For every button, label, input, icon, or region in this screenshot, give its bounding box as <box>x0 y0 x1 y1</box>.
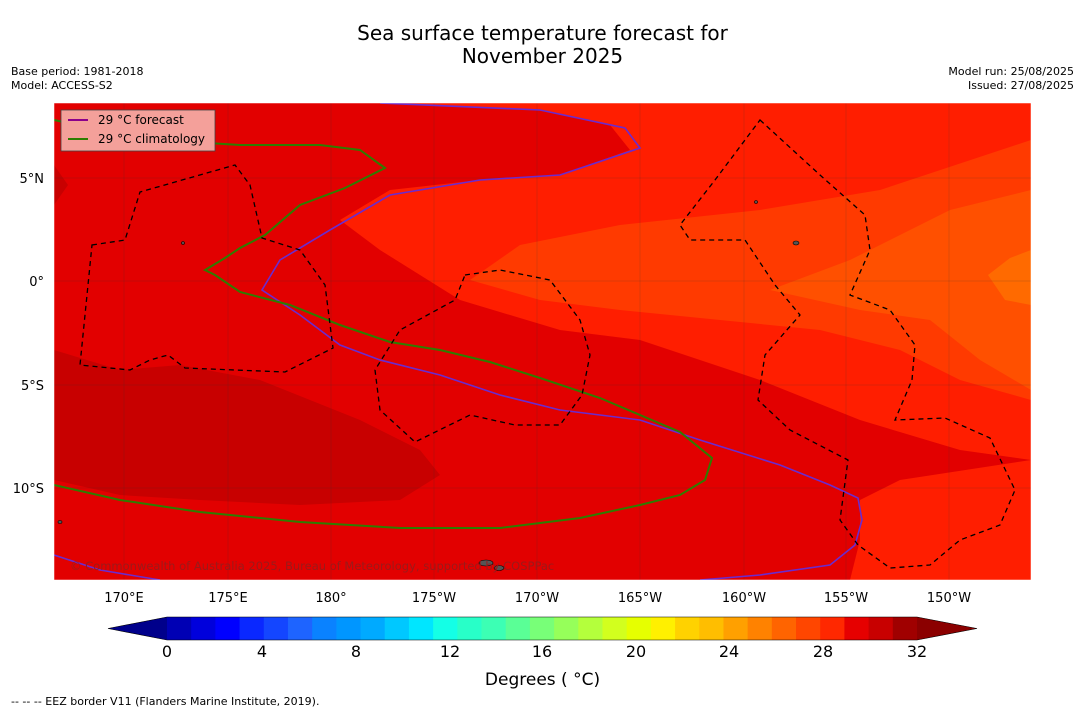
legend-climatology-label: 29 °C climatology <box>98 132 205 146</box>
lon-label: 175°W <box>412 591 456 606</box>
colorbar-segment <box>723 617 749 640</box>
lat-labels: 5°N 0° 5°S 10°S <box>13 172 44 497</box>
chart-title: Sea surface temperature forecast for Nov… <box>0 22 1085 68</box>
sst-band-30 <box>54 350 440 505</box>
colorbar-segment <box>433 617 458 640</box>
model-name: Model: ACCESS-S2 <box>11 79 113 92</box>
issued-date: Issued: 27/08/2025 <box>967 79 1074 92</box>
colorbar-tick: 4 <box>256 642 268 661</box>
colorbar-segment <box>602 617 628 640</box>
colorbar-tick: 16 <box>531 642 553 661</box>
colorbar-segment <box>868 617 894 640</box>
colorbar-segment <box>312 617 337 640</box>
colorbar-tick: 8 <box>350 642 362 661</box>
lon-label: 150°W <box>927 591 971 606</box>
lat-label: 0° <box>29 275 44 290</box>
colorbar-tick: 12 <box>439 642 461 661</box>
colorbar-segment <box>892 617 918 640</box>
colorbar-segment <box>747 617 773 640</box>
colorbar-segment <box>771 617 797 640</box>
colorbar-segment <box>796 617 821 640</box>
legend-box <box>60 109 216 152</box>
colorbar-segment <box>360 617 386 640</box>
colorbar-segment <box>384 617 410 640</box>
colorbar-segment <box>457 617 483 640</box>
lon-labels: 170°E 175°E 180° 175°W 170°W 165°W 160°W… <box>104 591 971 606</box>
climatology-29-contour <box>54 119 714 529</box>
lon-label: 175°E <box>208 591 248 606</box>
colorbar-tick: 24 <box>718 642 740 661</box>
colorbar-tick: 32 <box>906 642 928 661</box>
colorbar-segment <box>578 617 603 640</box>
colorbar-segment <box>336 617 362 640</box>
meta-right: Model run: 25/08/2025 Issued: 27/08/2025 <box>948 65 1074 93</box>
colorbar-segment <box>650 617 676 640</box>
sst-band-30b <box>54 165 68 205</box>
sst-band-28c <box>850 460 1031 580</box>
colorbar-segment <box>263 617 289 640</box>
model-run: Model run: 25/08/2025 <box>948 65 1074 78</box>
colorbar-segment <box>408 617 434 640</box>
colorbar-outline <box>107 616 978 641</box>
colorbar-extend-low <box>108 617 167 640</box>
colorbar-segment <box>626 617 652 640</box>
sst-band-26 <box>988 250 1031 305</box>
lat-label: 5°S <box>21 379 44 394</box>
colorbar-title: Degrees ( °C) <box>484 670 601 690</box>
graticule <box>54 103 1031 580</box>
lon-label: 155°W <box>824 591 868 606</box>
colorbar-tick: 0 <box>161 642 173 661</box>
copyright-notice: © Commonwealth of Australia 2025, Bureau… <box>70 559 554 573</box>
eez-borders <box>79 119 1016 569</box>
colorbar-segment <box>505 617 531 640</box>
legend-forecast-label: 29 °C forecast <box>98 113 184 127</box>
lon-label: 170°E <box>104 591 144 606</box>
colorbar-segment <box>287 617 313 640</box>
colorbar-segment <box>554 617 579 640</box>
colorbar <box>107 616 978 641</box>
base-period: Base period: 1981-2018 <box>11 65 144 78</box>
plot-frame <box>53 102 1032 581</box>
colorbar-segment <box>820 617 845 640</box>
sst-field <box>54 103 1031 580</box>
colorbar-segment <box>529 617 555 640</box>
colorbar-segment <box>844 617 870 640</box>
lon-label: 160°W <box>722 591 766 606</box>
title-line-1: Sea surface temperature forecast for <box>357 21 728 45</box>
islands <box>57 200 800 571</box>
eez-footnote: -- -- -- EEZ border V11 (Flanders Marine… <box>11 695 320 708</box>
forecast-29-contour <box>54 103 863 580</box>
title-line-2: November 2025 <box>461 44 624 68</box>
colorbar-segment <box>239 617 265 640</box>
colorbar-tick: 20 <box>625 642 647 661</box>
colorbar-segment <box>215 617 241 640</box>
colorbar-tick: 28 <box>812 642 834 661</box>
colorbar-segment <box>167 617 192 640</box>
colorbar-segment <box>191 617 216 640</box>
meta-left: Base period: 1981-2018 Model: ACCESS-S2 <box>11 65 143 93</box>
lon-label: 180° <box>315 591 346 606</box>
sst-band-27 <box>770 190 1031 390</box>
lat-label: 5°N <box>20 172 45 187</box>
colorbar-extend-high <box>917 617 977 640</box>
colorbar-segment <box>699 617 724 640</box>
lon-label: 165°W <box>618 591 662 606</box>
colorbar-segment <box>675 617 700 640</box>
legend: 29 °C forecast 29 °C climatology <box>60 109 216 152</box>
lon-label: 170°W <box>515 591 559 606</box>
sst-band-28b <box>470 140 1031 400</box>
colorbar-segment <box>481 617 507 640</box>
lat-label: 10°S <box>13 482 44 497</box>
